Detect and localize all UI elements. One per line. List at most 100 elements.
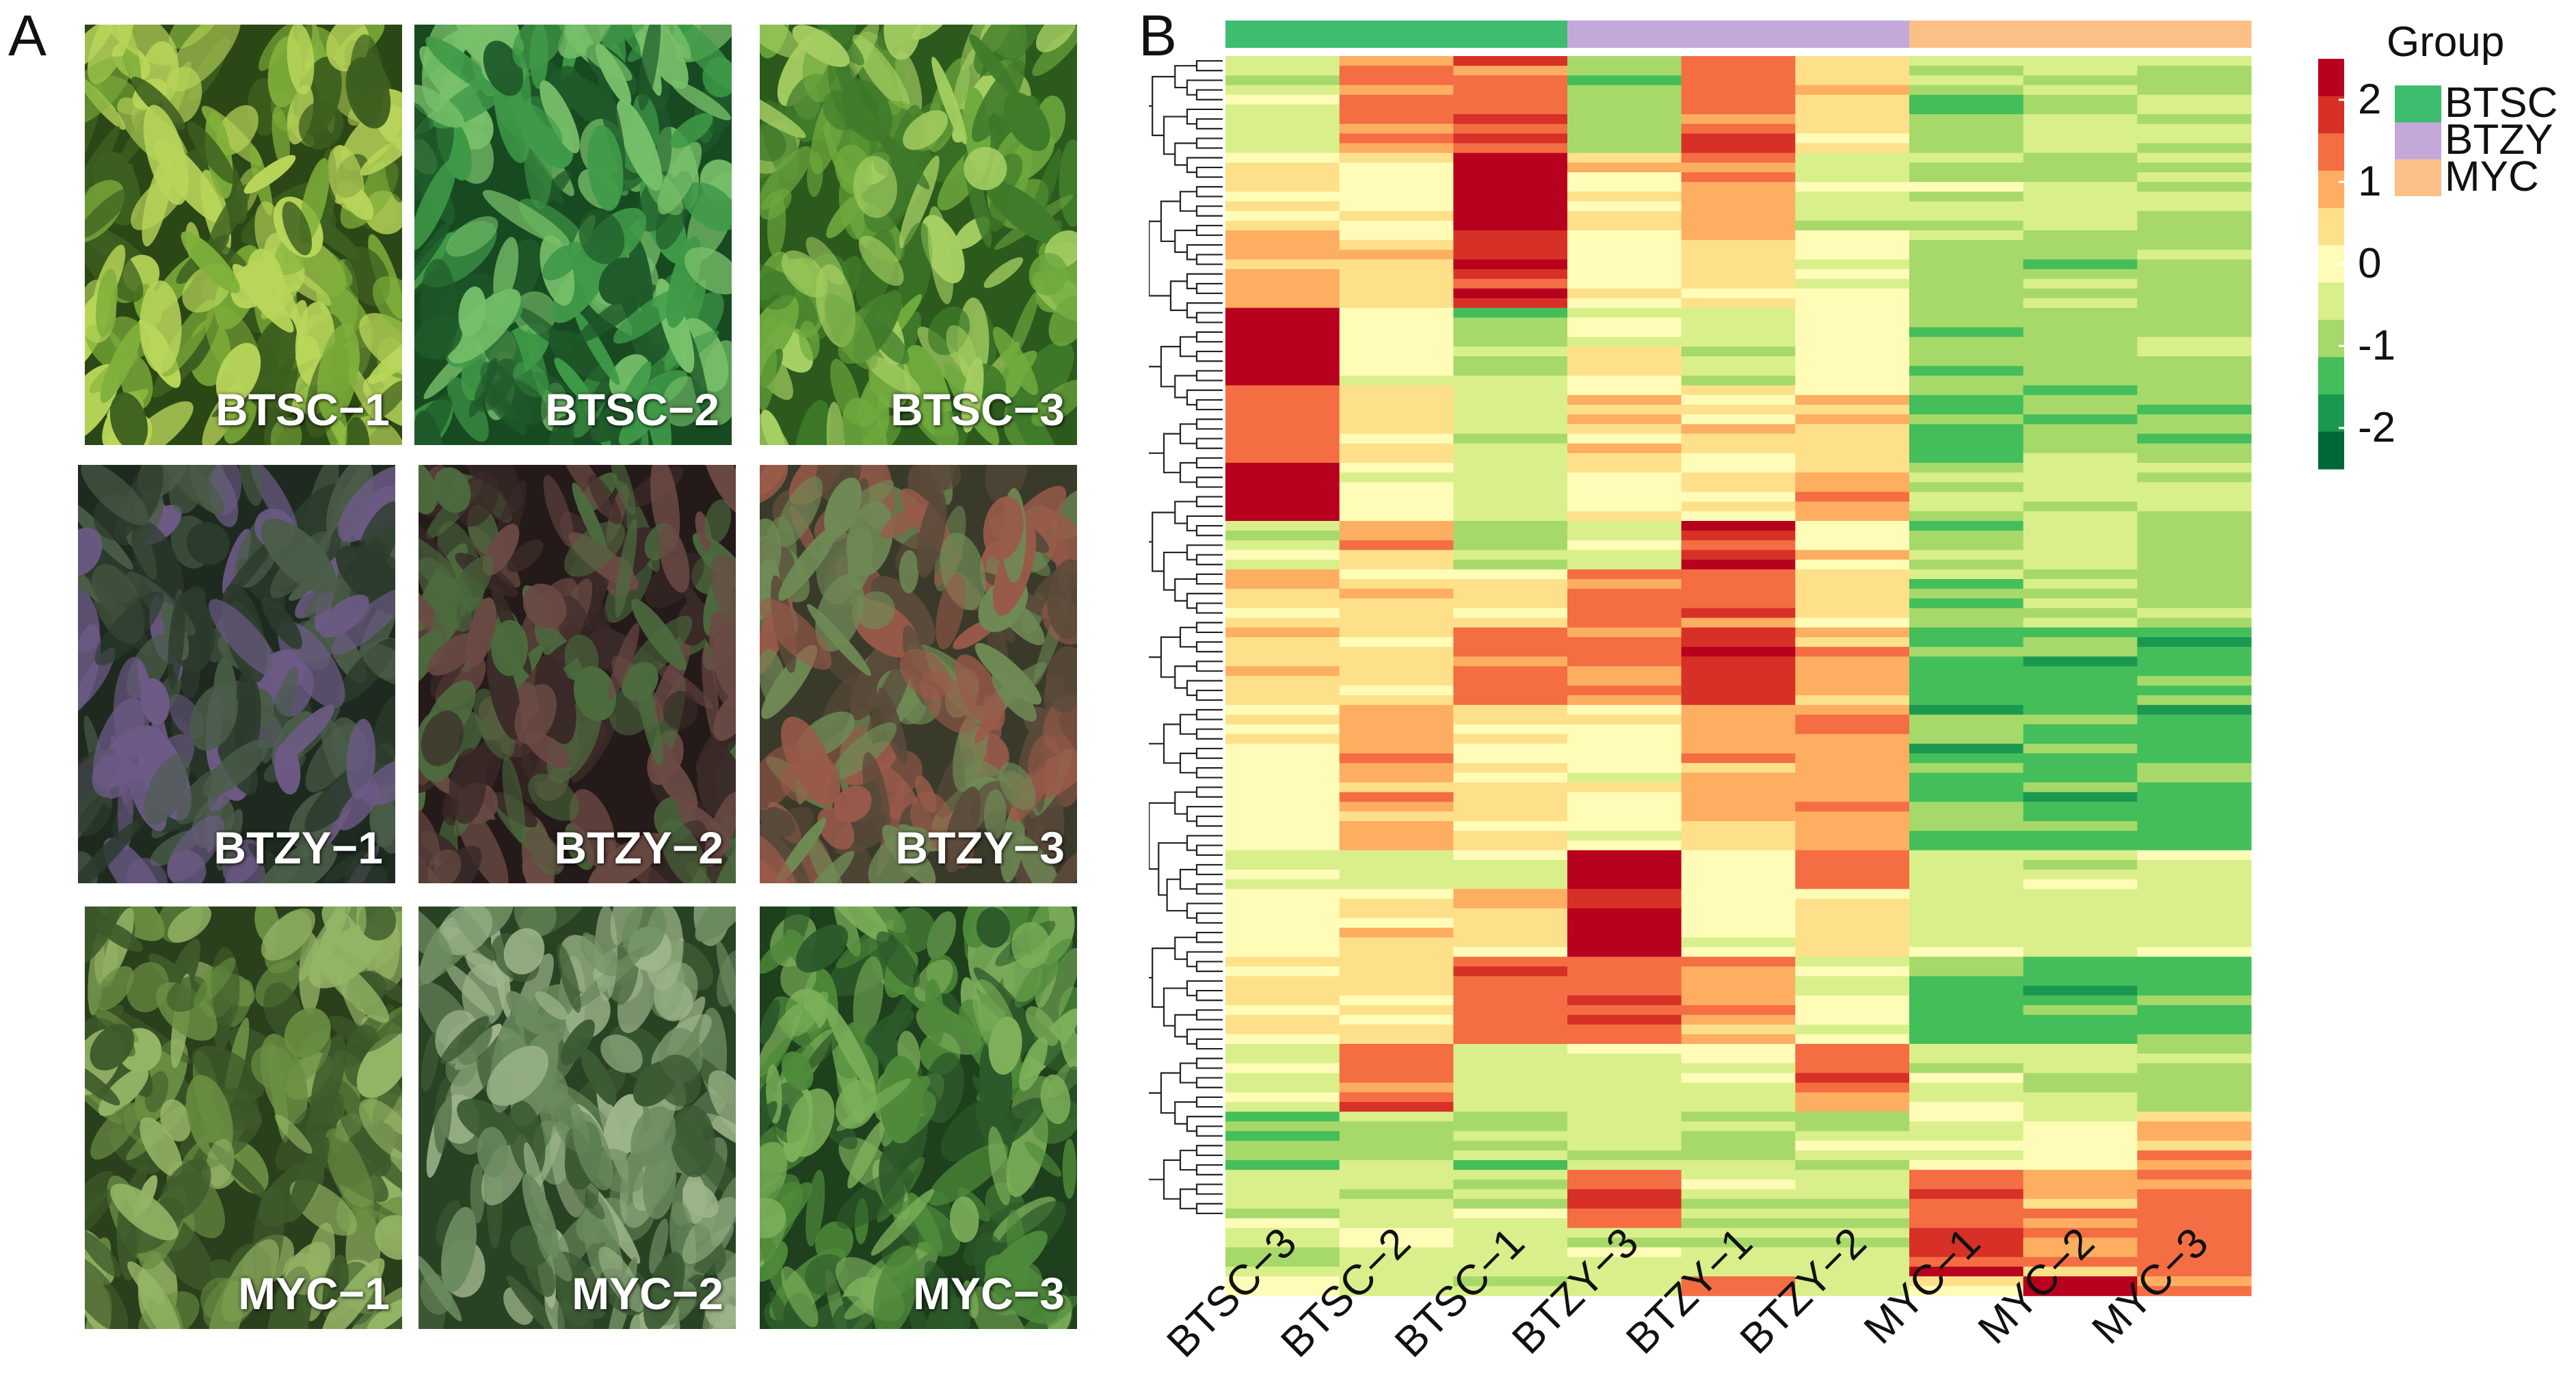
heatmap-cell: [1795, 269, 1910, 280]
heatmap-cell: [1567, 1286, 1682, 1296]
heatmap-cell: [1909, 850, 2024, 861]
heatmap-cell: [2137, 1228, 2252, 1238]
heatmap-cell: [1681, 250, 1796, 260]
heatmap-cell: [1909, 627, 2024, 638]
leaf-shape: [598, 72, 626, 170]
dendrogram-branch: [1195, 728, 1223, 740]
heatmap-cell: [1225, 201, 1340, 212]
heatmap-cell: [2023, 1082, 2138, 1093]
heatmap-cell: [1339, 1140, 1454, 1151]
heatmap-cell: [1339, 637, 1454, 647]
heatmap-cell: [1795, 75, 1910, 85]
heatmap-cell: [1909, 356, 2024, 366]
leaf-shape: [760, 1198, 786, 1239]
heatmap-cell: [2023, 424, 2138, 434]
heatmap-cell: [1909, 1286, 2024, 1296]
heatmap-cell: [1225, 743, 1340, 754]
heatmap-cell: [1225, 1015, 1340, 1025]
heatmap-cell: [2023, 850, 2138, 861]
heatmap-cell: [1567, 995, 1682, 1006]
dendrogram-branch: [1186, 302, 1223, 319]
heatmap-cell: [1339, 75, 1454, 85]
heatmap-cell: [1567, 559, 1682, 570]
heatmap-cell: [1339, 705, 1454, 715]
leaf-shape: [1047, 559, 1077, 639]
tea-plant-photo: [419, 465, 736, 883]
heatmap-cell: [1681, 801, 1796, 812]
dendrogram-branch: [1195, 1009, 1223, 1021]
group-annotation-bar: [1225, 21, 2252, 48]
heatmap-cell: [1909, 394, 2024, 405]
leaf-shape: [635, 667, 663, 766]
leaf-shape: [126, 857, 168, 883]
leaf-shape: [526, 829, 563, 872]
heatmap-cell: [1567, 1179, 1682, 1190]
leaf-shape: [261, 908, 316, 961]
leaf-shape: [1019, 1037, 1048, 1091]
leaf-shape: [109, 392, 148, 445]
leaf-shape: [794, 400, 832, 445]
dendrogram-branch: [1179, 1062, 1197, 1084]
heatmap-cell: [1453, 1063, 1568, 1073]
heatmap-cell: [1225, 1092, 1340, 1103]
heatmap-cell: [2137, 976, 2252, 986]
heatmap-cell: [1225, 850, 1340, 861]
heatmap-cell: [1909, 75, 2024, 85]
heatmap-cell: [1909, 1266, 2024, 1277]
heatmap-cell: [1339, 695, 1454, 706]
leaf-shape: [871, 1189, 934, 1256]
heatmap-cell: [1339, 317, 1454, 328]
heatmap-cell: [2023, 1005, 2138, 1015]
leaf-shape: [815, 1221, 853, 1263]
color-scale-step: [2318, 208, 2344, 246]
heatmap-cell: [1339, 1053, 1454, 1064]
heatmap-cell: [1909, 414, 2024, 425]
heatmap-cell: [1339, 569, 1454, 580]
heatmap-cell: [1795, 1247, 1910, 1258]
heatmap-cell: [1909, 531, 2024, 541]
heatmap-cell: [1339, 986, 1454, 996]
heatmap-cell: [1339, 753, 1454, 764]
heatmap-cell: [1795, 220, 1910, 231]
heatmap-cell: [2137, 986, 2252, 996]
leaf-shape: [127, 1261, 165, 1304]
heatmap-cell: [2023, 317, 2138, 328]
heatmap-cell: [1567, 879, 1682, 889]
heatmap-cell: [1795, 956, 1910, 967]
heatmap-cell: [1225, 1034, 1340, 1045]
heatmap-cell: [1795, 240, 1910, 250]
heatmap-cell: [1681, 220, 1796, 231]
heatmap-cell: [1339, 617, 1454, 628]
leaf-shape: [355, 501, 395, 579]
heatmap-cell: [2137, 608, 2252, 619]
heatmap-cell: [1225, 1198, 1340, 1209]
heatmap-cell: [1225, 433, 1340, 444]
heatmap-cell: [1681, 627, 1796, 638]
heatmap-cell: [1339, 850, 1454, 861]
leaf-shape: [206, 1138, 235, 1187]
heatmap-cell: [1453, 1257, 1568, 1267]
heatmap-cell: [1453, 608, 1568, 619]
heatmap-cell: [1225, 1053, 1340, 1064]
heatmap-cell: [2137, 85, 2252, 96]
heatmap-cell: [1567, 1228, 1682, 1238]
heatmap-cell: [1453, 714, 1568, 725]
heatmap-cell: [1681, 1121, 1796, 1131]
heatmap-cell: [1909, 1073, 2024, 1084]
leaf-shape: [239, 465, 263, 507]
heatmap-cell: [1681, 1228, 1796, 1238]
heatmap-cell: [1225, 1179, 1340, 1190]
heatmap-cell: [1681, 898, 1796, 909]
heatmap-cell: [1567, 1063, 1682, 1073]
dendrogram-branch: [1195, 118, 1223, 130]
heatmap-cell: [1909, 724, 2024, 735]
dendrogram-branch: [1149, 1092, 1164, 1181]
heatmap-cell: [1909, 336, 2024, 347]
heatmap-cell: [1795, 801, 1910, 812]
heatmap-cell: [1795, 1121, 1910, 1131]
leaf-shape: [608, 623, 639, 700]
heatmap-cell: [1225, 85, 1340, 96]
leaf-shape: [446, 216, 499, 257]
heatmap-cell: [1909, 56, 2024, 66]
heatmap-cell: [1339, 956, 1454, 967]
